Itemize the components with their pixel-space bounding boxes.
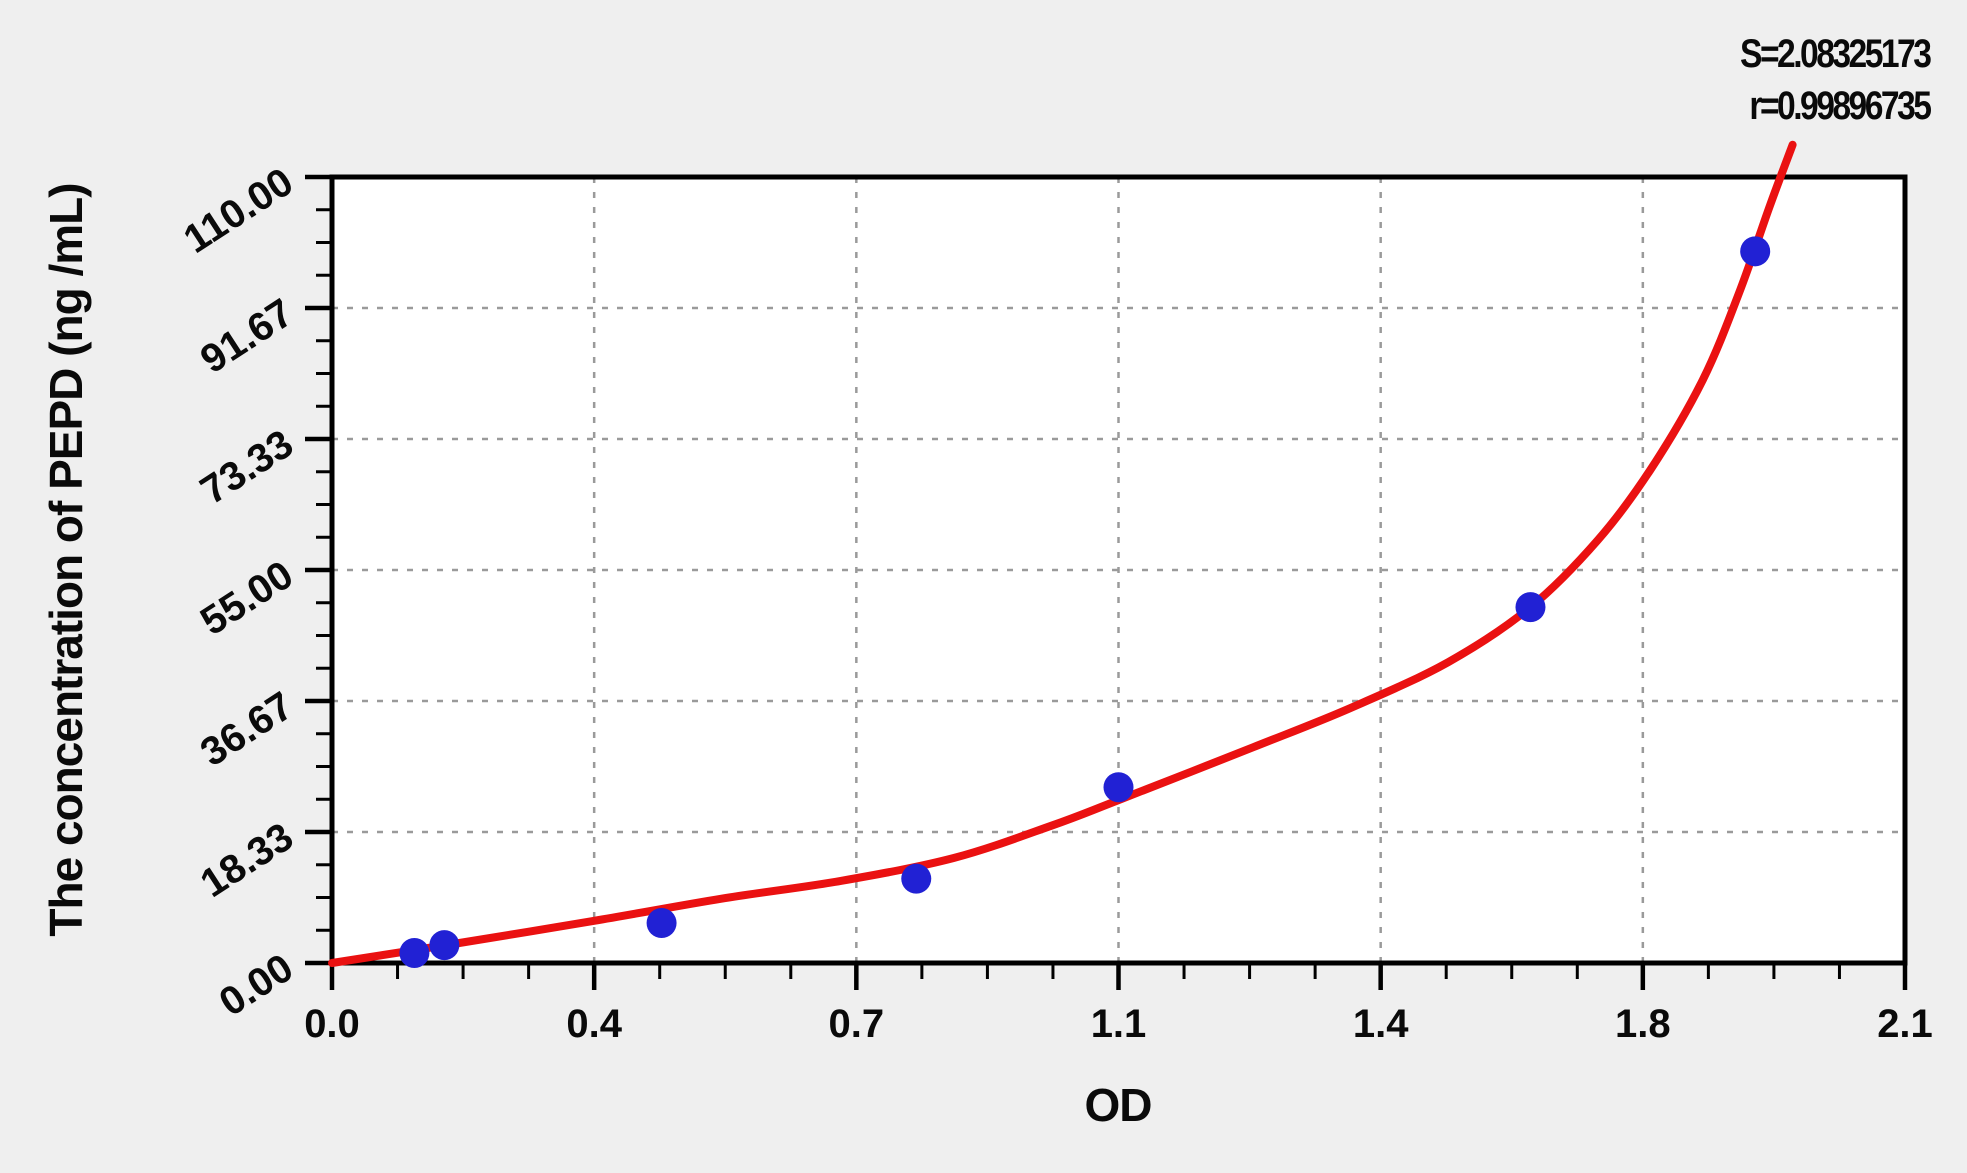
- x-tick-label: 1.8: [1615, 1002, 1671, 1046]
- data-point: [1103, 772, 1134, 803]
- y-tick-label: 73.33: [193, 422, 301, 513]
- data-point: [1515, 592, 1546, 623]
- plot-frame: [329, 174, 1908, 966]
- data-point: [1740, 236, 1771, 267]
- x-axis-title: OD: [1084, 1079, 1153, 1131]
- data-point: [399, 937, 430, 968]
- x-tick-label: 2.1: [1877, 1002, 1933, 1046]
- y-tick-label: 110.00: [176, 160, 301, 262]
- y-tick-label: 36.67: [193, 684, 301, 775]
- y-tick-label: 91.67: [193, 291, 301, 382]
- data-point: [901, 863, 932, 894]
- fit-statistics: S=2.08325173 r=0.99896735: [1739, 28, 1932, 132]
- data-point: [429, 930, 460, 961]
- data-point: [646, 907, 677, 938]
- y-tick-label: 18.33: [193, 815, 301, 906]
- x-tick-label: 0.4: [566, 1002, 622, 1046]
- y-tick-label: 55.00: [193, 553, 301, 644]
- x-tick-label: 1.1: [1091, 1002, 1147, 1046]
- fit-stat-r: r=0.99896735: [1749, 84, 1932, 128]
- standard-curve-line: [328, 140, 1797, 967]
- x-tick-label: 1.4: [1353, 1002, 1409, 1046]
- x-tick-label: 0.7: [829, 1002, 885, 1046]
- y-axis-title: The concentration of PEPD (ng /mL): [40, 183, 92, 937]
- x-tick-label: 0.0: [304, 1002, 360, 1046]
- y-tick-label: 0.00: [212, 946, 301, 1025]
- fit-stat-s: S=2.08325173: [1739, 32, 1932, 76]
